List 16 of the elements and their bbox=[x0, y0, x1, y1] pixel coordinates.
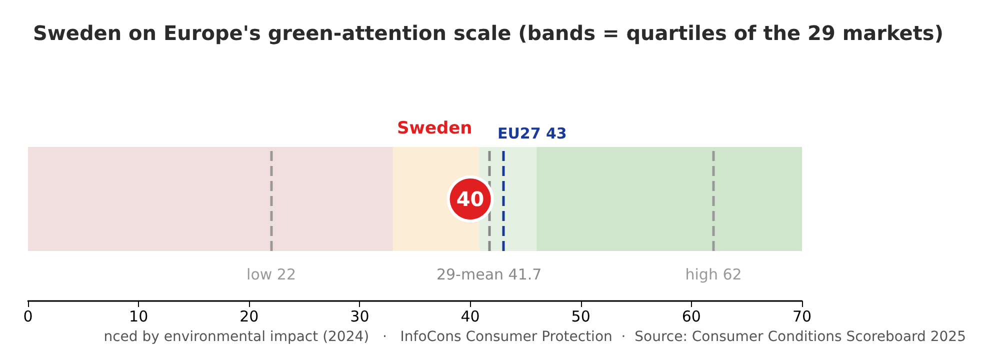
x-tick-label: 10 bbox=[129, 308, 148, 326]
x-tick-label: 0 bbox=[23, 308, 33, 326]
x-tick-label: 30 bbox=[350, 308, 370, 326]
x-tick-label: 40 bbox=[460, 308, 480, 326]
x-tick-label: 60 bbox=[682, 308, 701, 326]
x-tick-label: 70 bbox=[792, 308, 812, 326]
x-tick-label: 50 bbox=[571, 308, 590, 326]
text: nced by environmental impact (2024) · InfoCons Consumer Protection · Source: Consumer Conditions Scoreboard 2025 bbox=[104, 329, 966, 345]
ref-line-label: high 62 bbox=[685, 266, 742, 284]
data-label: 40 bbox=[456, 187, 484, 211]
x-tick-label: 20 bbox=[240, 308, 259, 326]
ref-line-label: EU27 43 bbox=[497, 124, 567, 142]
text: Sweden bbox=[397, 118, 472, 138]
ref-line-label: low 22 bbox=[246, 266, 296, 284]
ref-line-label: 29-mean 41.7 bbox=[436, 266, 542, 284]
chart-title: Sweden on Europe's green-attention scale (bands = quartiles of the 29 markets) bbox=[33, 21, 944, 45]
